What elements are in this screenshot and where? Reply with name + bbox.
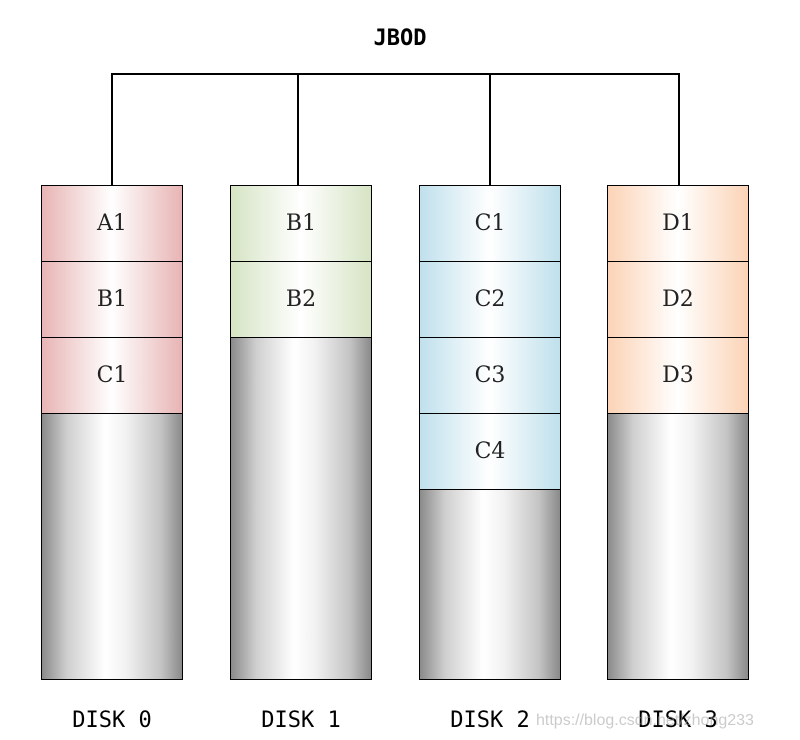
disk-1-block-1: B2 (231, 262, 371, 338)
disk-3-label: DISK 3 (638, 708, 718, 733)
watermark: https://blog.csdn.net/zhong233 (536, 712, 754, 729)
diagram-title: JBOD (373, 26, 427, 51)
connector-disk-0 (111, 73, 113, 185)
connector-disk-1 (297, 73, 299, 185)
disk-3-block-0: D1 (608, 186, 748, 262)
disk-0: A1 B1 C1 (41, 185, 183, 680)
disk-3: D1 D2 D3 (607, 185, 749, 680)
disk-1-block-0: B1 (231, 186, 371, 262)
disk-1-label: DISK 1 (261, 708, 341, 733)
disk-2: C1 C2 C3 C4 (419, 185, 561, 680)
disk-2-block-1: C2 (420, 262, 560, 338)
disk-0-block-2: C1 (42, 338, 182, 414)
connector-disk-2 (489, 73, 491, 185)
disk-0-label: DISK 0 (72, 708, 152, 733)
disk-0-block-1: B1 (42, 262, 182, 338)
disk-0-block-0: A1 (42, 186, 182, 262)
disk-2-label: DISK 2 (450, 708, 530, 733)
disk-2-block-0: C1 (420, 186, 560, 262)
disk-2-block-3: C4 (420, 414, 560, 490)
connector-disk-3 (678, 73, 680, 185)
disk-2-block-2: C3 (420, 338, 560, 414)
disk-3-block-1: D2 (608, 262, 748, 338)
connector-horizontal (111, 73, 679, 75)
disk-3-block-2: D3 (608, 338, 748, 414)
disk-1: B1 B2 (230, 185, 372, 680)
